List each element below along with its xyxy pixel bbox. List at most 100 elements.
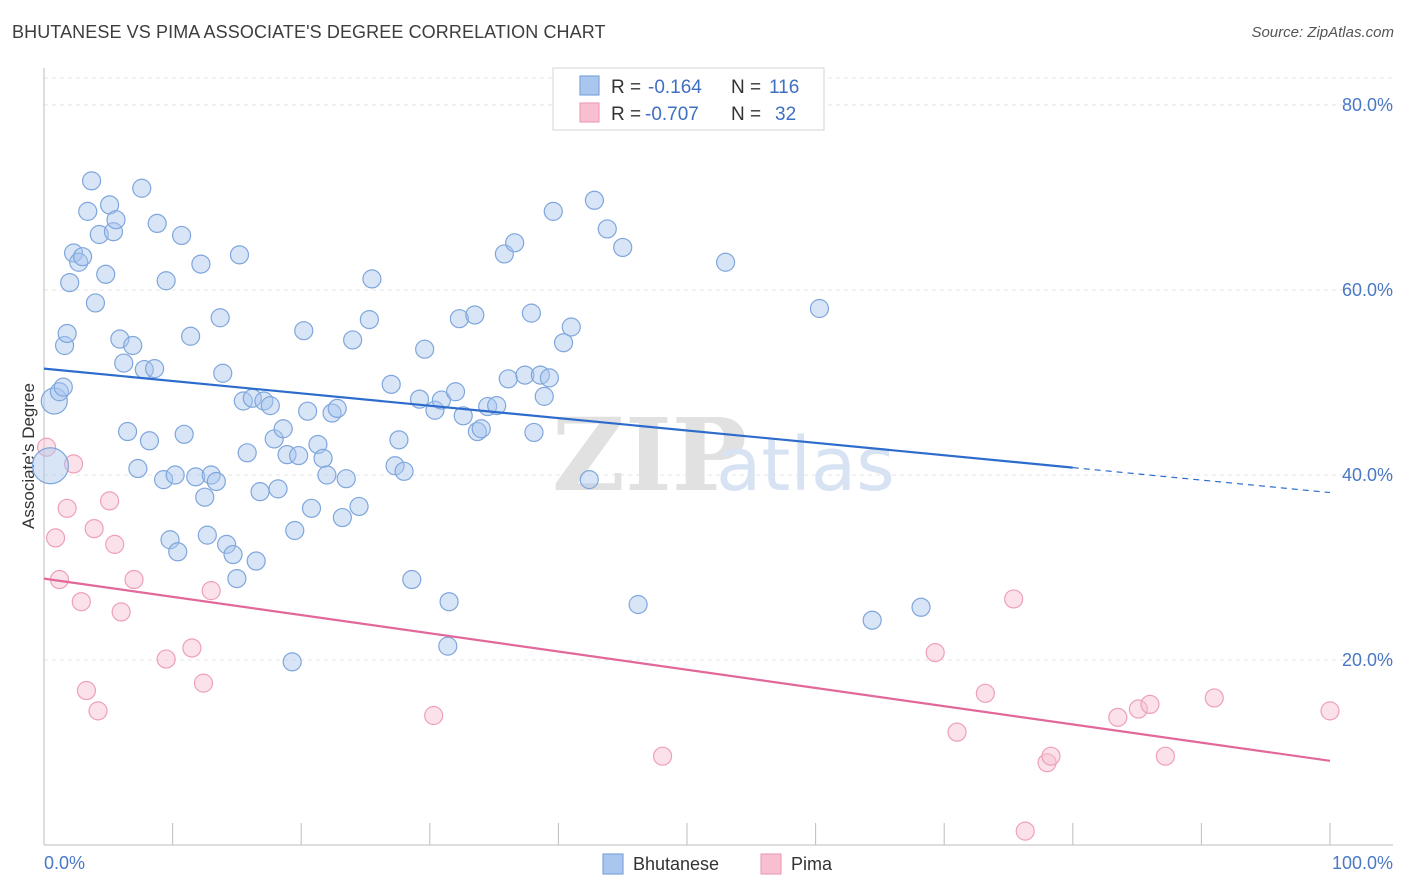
bhutanese-point: [385, 456, 405, 476]
bhutanese-point: [201, 465, 221, 485]
bhutanese-point: [498, 369, 518, 389]
pima-point: [156, 649, 176, 669]
bhutanese-point: [336, 469, 356, 489]
bhutanese-point: [123, 335, 143, 356]
bhutanese-point: [438, 636, 458, 656]
bhutanese-point: [96, 264, 116, 284]
watermark-zip: ZIP: [552, 396, 747, 514]
pima-point: [105, 534, 125, 554]
pima-point: [201, 581, 221, 601]
bhutanese-point: [465, 305, 485, 325]
y-tick-label-40: 40.0%: [1342, 465, 1393, 485]
bhutanese-point: [147, 213, 167, 233]
trend-lines: [43, 367, 1331, 762]
pima-point: [84, 519, 104, 539]
bhutanese-point: [237, 443, 257, 463]
bhutanese-point: [349, 496, 369, 517]
bhutanese-point: [217, 534, 237, 554]
bhutanese-point: [174, 424, 194, 444]
bhutanese-point: [210, 308, 230, 328]
series-legend-swatch-pima: [760, 853, 782, 875]
bhutanese-point: [389, 430, 409, 450]
bhutanese-point: [809, 298, 830, 319]
pima-point: [99, 491, 120, 511]
legend-r-value-pima: -0.707: [645, 104, 699, 125]
bhutanese-point: [515, 365, 535, 385]
legend-r-label-bhutanese: R =: [611, 77, 641, 98]
bhutanese-point: [471, 419, 491, 439]
bhutanese-point: [156, 271, 176, 291]
bhutanese-point: [301, 498, 322, 518]
bhutanese-point: [394, 461, 414, 481]
bhutanese-point: [524, 422, 544, 443]
bhutanese-point: [260, 396, 280, 416]
bhutanese-point: [60, 273, 80, 293]
bhutanese-point: [553, 333, 574, 353]
series-legend-label-bhutanese: Bhutanese: [633, 854, 719, 874]
bhutanese-point: [285, 520, 305, 541]
pima-point: [652, 746, 673, 766]
bhutanese-point: [543, 201, 563, 221]
legend-n-label-bhutanese: N =: [731, 77, 761, 98]
pima-point: [947, 722, 967, 742]
y-tick-label-20: 20.0%: [1342, 650, 1393, 670]
bhutanese-point: [206, 471, 226, 492]
pima-point: [63, 454, 84, 474]
bhutanese-point: [289, 445, 309, 466]
bhutanese-point: [439, 592, 459, 612]
bhutanese-point: [613, 237, 633, 258]
bhutanese-point: [402, 569, 422, 590]
bhutanese-point: [534, 386, 554, 406]
legend-swatch-pima: [579, 102, 600, 123]
bhutanese-point: [298, 401, 318, 421]
bhutanese-point: [584, 190, 605, 210]
pima-point: [124, 569, 144, 590]
pima-point: [111, 602, 131, 622]
bhutanese-point: [273, 419, 293, 439]
bhutanese-point: [628, 594, 648, 615]
pima-points: [36, 437, 1340, 841]
y-axis-label: Associate's Degree: [19, 383, 38, 529]
legend-r-value-bhutanese: -0.164: [648, 77, 702, 98]
bhutanese-point: [57, 323, 77, 344]
pima-point: [57, 498, 77, 518]
bhutanese-point: [186, 467, 206, 487]
bhutanese-point: [78, 201, 98, 221]
bhutanese-point: [715, 252, 736, 272]
pima-point: [36, 437, 57, 457]
pima-point: [76, 680, 97, 701]
bhutanese-point: [132, 178, 152, 198]
bhutanese-point: [282, 652, 302, 672]
bhutanese-point: [54, 335, 75, 356]
y-tick-labels: 20.0% 40.0% 60.0% 80.0%: [1342, 95, 1393, 670]
pima-point: [1155, 746, 1175, 766]
pima-trend-line: [43, 577, 1331, 762]
bhutanese-point: [381, 374, 401, 394]
bhutanese-point: [72, 247, 93, 267]
bhutanese-point: [172, 225, 192, 246]
bhutanese-point: [415, 339, 435, 359]
watermark: ZIP atlas: [552, 396, 895, 514]
bhutanese-trend-line: [43, 367, 1073, 469]
bhutanese-point: [911, 597, 931, 617]
bhutanese-point: [579, 470, 599, 490]
bhutanese-point: [197, 525, 217, 545]
axis-layer: [43, 68, 1393, 846]
bhutanese-point: [227, 568, 247, 589]
bhutanese-point: [114, 353, 134, 373]
bhutanese-point: [313, 448, 333, 468]
bhutanese-point: [343, 330, 363, 350]
bhutanese-point: [117, 421, 138, 442]
bhutanese-point: [81, 171, 102, 191]
series-legend-label-pima: Pima: [791, 854, 833, 874]
bhutanese-point: [597, 219, 617, 239]
pima-point: [1204, 688, 1224, 708]
correlation-legend: R = -0.164 N = 116 R = -0.707 N = 32: [552, 67, 825, 131]
legend-n-value-pima: 32: [775, 104, 796, 125]
bhutanese-point: [53, 377, 73, 397]
grid-layer: [44, 77, 1393, 661]
bhutanese-point: [317, 465, 337, 485]
x-tick-label-max: 100.0%: [1332, 853, 1393, 873]
source-label: Source: ZipAtlas.com: [1251, 24, 1394, 41]
